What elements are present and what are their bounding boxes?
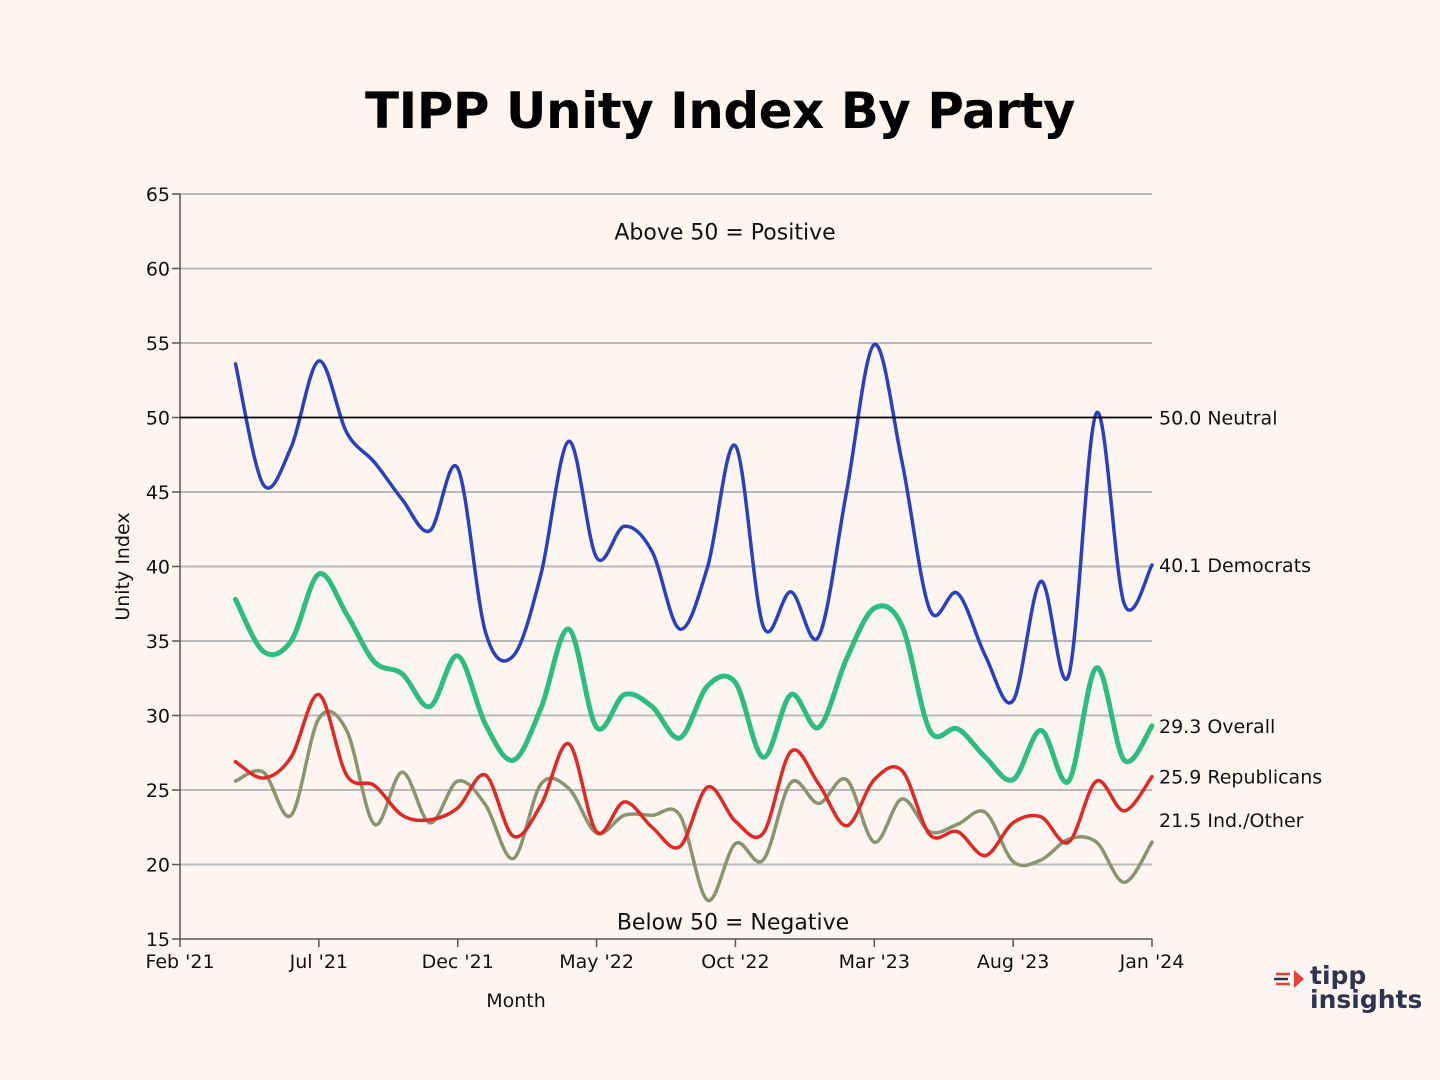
x-tick-label-7: Jan '24 — [1119, 951, 1185, 973]
y-tick-label-40: 40 — [146, 557, 170, 579]
x-tick-label-2: Dec '21 — [422, 951, 494, 973]
x-tick-label-5: Mar '23 — [839, 951, 910, 973]
series-line-overall — [233, 571, 1155, 785]
y-tick-label-20: 20 — [146, 855, 170, 877]
annotation-below: Below 50 = Negative — [617, 911, 849, 936]
end-label-ind-other: 21.5 Ind./Other — [1159, 810, 1304, 832]
x-tick-label-4: Oct '22 — [701, 951, 769, 973]
tipp-insights-logo: tipp insights — [1272, 962, 1422, 1018]
y-tick-label-55: 55 — [146, 333, 170, 355]
y-tick-label-25: 25 — [146, 780, 170, 802]
y-axis-title: Unity Index — [112, 512, 134, 620]
y-tick-label-50: 50 — [146, 408, 170, 430]
x-tick-label-3: May '22 — [559, 951, 634, 973]
y-tick-label-30: 30 — [146, 706, 170, 728]
y-tick-label-45: 45 — [146, 482, 170, 504]
series-line-democrats — [233, 342, 1154, 705]
logo-text-insights: insights — [1310, 985, 1423, 1014]
end-label-neutral: 50.0 Neutral — [1159, 408, 1277, 430]
end-label-democrats: 40.1 Democrats — [1159, 555, 1311, 577]
y-tick-label-35: 35 — [146, 631, 170, 653]
x-tick-label-1: Jul '21 — [289, 951, 348, 973]
chart-title: TIPP Unity Index By Party — [364, 82, 1076, 140]
x-tick-label-0: Feb '21 — [145, 951, 214, 973]
logo-mark-icon — [1274, 970, 1304, 988]
y-tick-label-65: 65 — [146, 184, 170, 206]
series-line-republicans — [233, 692, 1154, 858]
series-line-ind-other — [233, 709, 1154, 903]
y-tick-label-60: 60 — [146, 259, 170, 281]
annotation-above: Above 50 = Positive — [614, 220, 835, 245]
logo-text-tipp: tipp — [1310, 961, 1367, 990]
end-label-republicans: 25.9 Republicans — [1159, 767, 1322, 789]
logo-arrow-shape — [1294, 970, 1304, 988]
y-tick-label-15: 15 — [146, 929, 170, 951]
x-tick-label-6: Aug '23 — [977, 951, 1050, 973]
end-label-overall: 29.3 Overall — [1159, 716, 1275, 738]
x-axis-title: Month — [486, 990, 546, 1012]
